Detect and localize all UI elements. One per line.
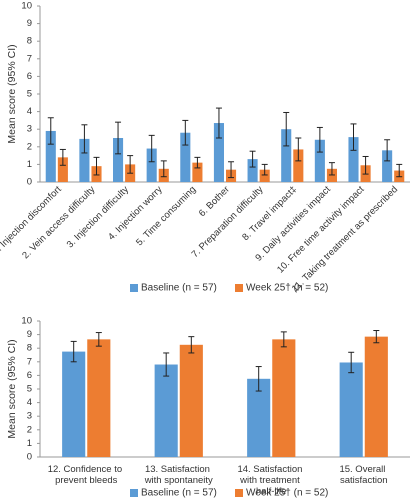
y-tick-label: 0: [27, 452, 32, 463]
error-bar: [350, 123, 357, 151]
error-bar: [316, 126, 323, 153]
x-tick-label: 3. Injection difficulty: [65, 184, 131, 250]
error-bar: [81, 124, 88, 154]
error-bar: [115, 121, 122, 155]
bar: [180, 132, 191, 182]
error-bar: [215, 107, 222, 139]
error-bar: [59, 148, 66, 166]
y-axis-label: Mean score (95% CI): [6, 339, 18, 438]
error-bar: [348, 351, 355, 374]
error-bar: [261, 163, 268, 176]
error-bar: [160, 160, 167, 178]
error-bar: [70, 340, 77, 363]
y-tick-label: 10: [21, 316, 32, 327]
bar: [272, 339, 296, 457]
legend-label: Baseline (n = 57): [141, 488, 217, 499]
y-tick-label: 9: [27, 329, 32, 340]
legend-swatch: [235, 284, 243, 292]
x-tick-label: 12. Confidence to prevent bleeds: [48, 464, 125, 486]
bar: [247, 378, 271, 457]
y-tick-label: 4: [27, 106, 32, 117]
bar: [364, 336, 388, 457]
error-bar: [228, 161, 235, 179]
error-bar: [95, 332, 102, 347]
error-bar: [127, 155, 134, 174]
y-tick-label: 1: [27, 438, 32, 449]
error-bar: [328, 162, 335, 176]
bar: [113, 138, 124, 182]
bar: [154, 364, 178, 457]
error-bar: [93, 156, 100, 176]
bar: [281, 129, 292, 182]
bar: [339, 362, 363, 457]
legend-label: Week 25† (n = 52): [246, 283, 328, 294]
error-bar: [384, 139, 391, 162]
bar: [62, 351, 86, 457]
legend-swatch: [130, 284, 138, 292]
y-axis-label: Mean score (95% CI): [6, 44, 18, 143]
error-bar: [362, 155, 369, 175]
bar: [79, 138, 90, 182]
bar: [179, 344, 203, 457]
bar: [293, 149, 304, 182]
x-tick-label: 13. Satisfaction with spontaneity: [144, 464, 213, 486]
bar: [382, 150, 393, 182]
y-tick-label: 6: [27, 71, 32, 82]
error-bar: [295, 137, 302, 162]
bar: [314, 139, 325, 182]
y-tick-label: 7: [27, 53, 32, 64]
y-tick-label: 9: [27, 18, 32, 29]
error-bar: [249, 150, 256, 168]
legend-swatch: [130, 489, 138, 497]
error-bar: [194, 156, 201, 169]
x-tick-label: 5. Time consuming: [134, 184, 198, 248]
y-tick-label: 2: [27, 141, 32, 152]
y-tick-label: 6: [27, 370, 32, 381]
error-bar: [283, 111, 290, 147]
bar: [192, 162, 203, 182]
y-tick-label: 2: [27, 424, 32, 435]
y-tick-label: 8: [27, 36, 32, 47]
y-tick-label: 3: [27, 411, 32, 422]
error-bar: [373, 330, 380, 344]
y-tick-label: 0: [27, 177, 32, 188]
bar: [57, 157, 68, 182]
y-tick-label: 8: [27, 343, 32, 354]
bar: [87, 339, 111, 457]
bar: [213, 123, 224, 182]
y-tick-label: 10: [21, 1, 32, 12]
bar: [146, 148, 157, 182]
y-tick-label: 5: [27, 89, 32, 100]
error-bar: [47, 117, 54, 145]
error-bar: [182, 119, 189, 146]
y-tick-label: 1: [27, 159, 32, 170]
bar: [247, 159, 258, 182]
error-bar: [396, 163, 403, 178]
error-bar: [148, 134, 155, 163]
error-bar: [255, 366, 262, 392]
bar: [348, 137, 359, 182]
error-bar: [280, 331, 287, 348]
legend-label: Week 25† (n = 52): [246, 488, 328, 499]
y-tick-label: 3: [27, 124, 32, 135]
y-tick-label: 4: [27, 397, 32, 408]
x-tick-label: 14. Satisfaction with treatment half-lif…: [237, 464, 305, 497]
legend-label: Baseline (n = 57): [141, 283, 217, 294]
y-tick-label: 7: [27, 356, 32, 367]
error-bar: [188, 336, 195, 354]
error-bar: [163, 352, 170, 377]
x-tick-label: 15. Overall satisfaction: [339, 464, 388, 486]
y-tick-label: 5: [27, 384, 32, 395]
legend-swatch: [235, 489, 243, 497]
bar: [45, 130, 56, 182]
bar: [259, 169, 270, 182]
